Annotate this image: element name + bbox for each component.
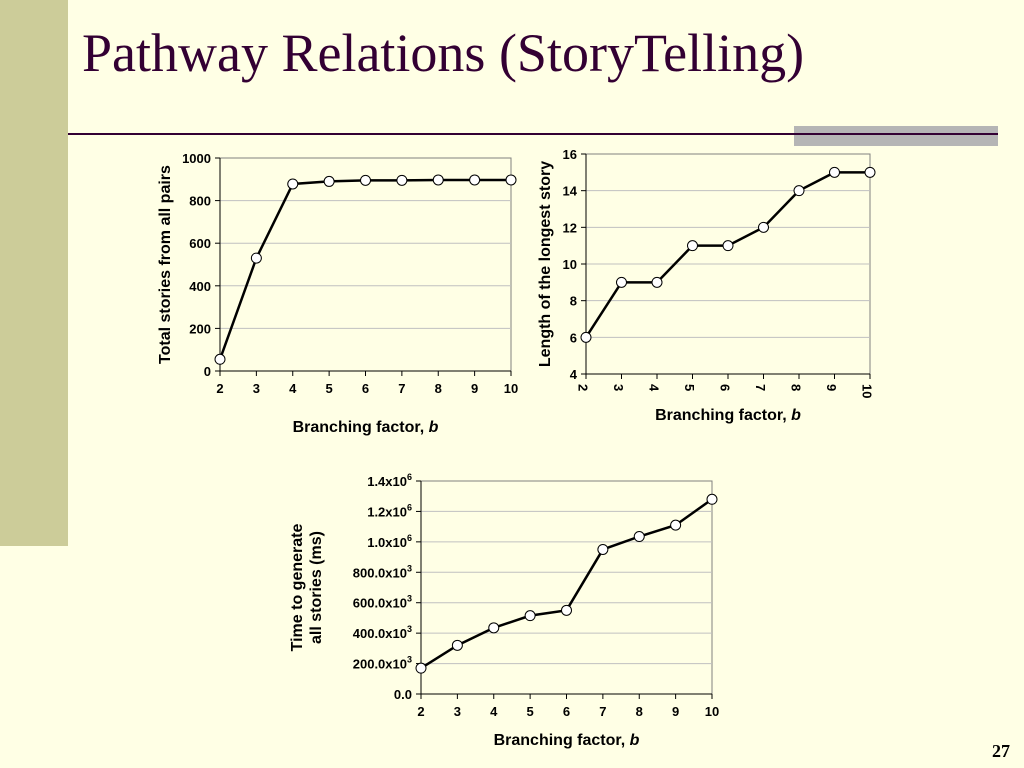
- y-tick-label: 0.0: [394, 687, 412, 702]
- data-point: [758, 221, 769, 233]
- y-tick-label: 1000: [182, 151, 211, 166]
- series-line: [218, 178, 511, 360]
- page-number: 27: [992, 741, 1010, 761]
- x-tick-label: 6: [563, 704, 570, 719]
- data-point: [505, 174, 517, 186]
- x-tick-label: 6: [718, 384, 733, 391]
- data-point: [323, 175, 335, 187]
- data-point: [396, 174, 408, 186]
- y-tick-label: 1.2x106: [367, 502, 412, 519]
- x-tick-label: 7: [398, 381, 405, 396]
- data-point: [864, 166, 876, 178]
- title-rule-box: [794, 126, 998, 146]
- x-tick-label: 7: [599, 704, 606, 719]
- x-tick-label: 8: [435, 381, 442, 396]
- y-tick-label: 12: [563, 220, 577, 235]
- data-point: [469, 174, 481, 186]
- data-point: [670, 519, 682, 531]
- x-tick-label: 10: [860, 384, 875, 398]
- plot-frame: [219, 157, 512, 372]
- x-tick-label: 7: [753, 384, 768, 391]
- x-tick-label: 3: [253, 381, 260, 396]
- x-tick-label: 6: [362, 381, 369, 396]
- y-tick-label: 10: [563, 257, 577, 272]
- y-tick-label: 1.4x106: [367, 472, 412, 489]
- slide-title: Pathway Relations (StoryTelling): [82, 23, 805, 83]
- left-accent-bar: [0, 0, 68, 546]
- y-tick-label: 0: [204, 364, 211, 379]
- data-point: [829, 166, 840, 178]
- data-point: [793, 185, 805, 197]
- series-line: [420, 498, 713, 670]
- x-tick-label: 3: [611, 384, 626, 391]
- chart-total-stories: 0 200 400 600 800 1000 2 3 4 5 6 7 8 9 10 Branching fac…: [157, 151, 518, 436]
- y-tick-label: 8: [570, 294, 577, 309]
- y-tick-label: 400.0x103: [353, 624, 412, 641]
- x-tick-label: 9: [471, 381, 478, 396]
- data-point: [561, 604, 572, 616]
- y-tick-label: 200.0x103: [353, 655, 412, 672]
- data-point: [706, 493, 718, 505]
- data-point: [250, 252, 262, 264]
- data-point: [633, 531, 645, 543]
- x-tick-label: 3: [454, 704, 461, 719]
- data-point: [488, 622, 500, 634]
- y-tick-label: 600.0x103: [353, 594, 412, 611]
- y-tick-label: 600: [189, 236, 211, 251]
- y-axis-label: Time to generate: [289, 524, 306, 652]
- x-tick-label: 4: [289, 381, 297, 396]
- data-point: [432, 174, 444, 186]
- x-tick-label: 8: [636, 704, 643, 719]
- y-tick-label: 4: [570, 367, 578, 382]
- y-axis-label: all stories (ms): [308, 531, 325, 644]
- y-tick-label: 14: [563, 184, 578, 199]
- x-tick-label: 10: [705, 704, 719, 719]
- x-tick-label: 2: [576, 384, 591, 391]
- data-point: [415, 662, 427, 674]
- y-tick-label: 200: [189, 321, 211, 336]
- chart-longest-story: 4 6 8 10 12 14 16 2 3 4 5 6 7 8 9 10 Branching factor, b…: [537, 147, 876, 424]
- data-point: [524, 610, 536, 622]
- x-tick-label: 9: [824, 384, 839, 391]
- y-tick-label: 16: [563, 147, 577, 162]
- x-axis-label: Branching factor, b: [655, 407, 801, 424]
- y-tick-label: 6: [570, 330, 577, 345]
- data-point: [722, 240, 734, 252]
- y-tick-label: 800.0x103: [353, 563, 412, 580]
- series-line: [584, 171, 870, 339]
- data-point: [287, 178, 299, 190]
- y-axis-label: Length of the longest story: [537, 161, 554, 367]
- data-point: [687, 240, 698, 252]
- title-rule: [68, 133, 998, 135]
- data-point: [616, 276, 627, 288]
- data-point: [214, 353, 226, 365]
- data-point: [597, 543, 609, 555]
- y-tick-label: 400: [189, 279, 211, 294]
- x-tick-label: 4: [647, 384, 662, 392]
- x-tick-label: 2: [216, 381, 223, 396]
- x-tick-label: 10: [504, 381, 518, 396]
- data-point: [580, 331, 592, 343]
- x-tick-label: 9: [672, 704, 679, 719]
- plot-frame: [420, 480, 713, 695]
- x-tick-label: 5: [682, 384, 697, 391]
- x-tick-label: 2: [417, 704, 424, 719]
- data-point: [451, 639, 463, 651]
- chart-generation-time: 0.0 200.0x103 400.0x103 600.0x103 800.0x103 1…: [289, 472, 719, 749]
- x-tick-label: 5: [326, 381, 333, 396]
- x-axis-label: Branching factor, b: [494, 732, 640, 749]
- x-axis-label: Branching factor, b: [293, 419, 439, 436]
- y-axis-label: Total stories from all pairs: [157, 165, 174, 364]
- x-tick-label: 5: [527, 704, 534, 719]
- x-tick-label: 4: [490, 704, 498, 719]
- y-tick-label: 1.0x106: [367, 533, 412, 550]
- data-point: [651, 276, 663, 288]
- x-tick-label: 8: [789, 384, 804, 391]
- data-point: [360, 174, 371, 186]
- y-tick-label: 800: [189, 194, 211, 209]
